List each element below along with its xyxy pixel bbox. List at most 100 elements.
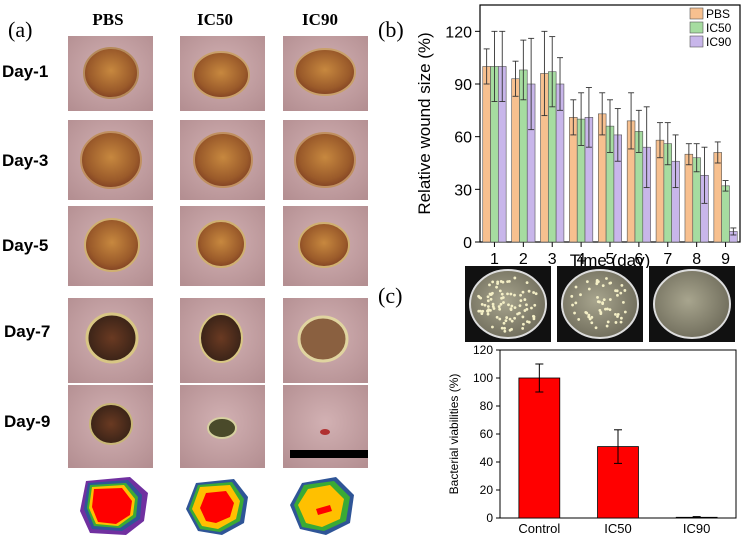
legend-swatch-ic90: [689, 35, 704, 48]
bacterial-colony: [579, 293, 582, 297]
row-label-day-3: Day-3: [2, 151, 49, 170]
bacterial-colony: [521, 315, 525, 319]
y-tick-label: 100: [473, 371, 493, 385]
legend-label-ic50: IC50: [706, 21, 732, 35]
bacterial-colony: [519, 299, 523, 303]
bacterial-colony: [574, 285, 578, 289]
bacterial-colony: [509, 292, 513, 296]
bacterial-colony: [587, 287, 591, 291]
bacterial-colony: [488, 292, 492, 296]
bacterial-colony: [519, 293, 522, 297]
bacterial-colony: [507, 303, 510, 307]
trace-pbs: [80, 477, 148, 535]
trace-ic90: [290, 477, 354, 535]
bacterial-colony: [513, 276, 517, 280]
photo-ic50-day-7: [180, 298, 265, 383]
bacterial-colony: [619, 291, 623, 295]
bacterial-colony: [605, 324, 609, 328]
bacterial-colony: [525, 303, 528, 307]
bacterial-colony: [502, 301, 505, 304]
x-tick-label: 5: [606, 251, 615, 268]
y-axis-label: Relative wound size (%): [415, 32, 434, 214]
bacterial-colony: [488, 283, 491, 287]
legend-swatch-pbs: [689, 7, 704, 20]
bacterial-colony: [510, 327, 513, 331]
bacterial-colony: [502, 321, 506, 325]
bacterial-colony: [500, 326, 504, 330]
photo-ic50-day-3: [180, 120, 265, 200]
bacterial-colony: [587, 313, 591, 317]
x-tick-label: 6: [634, 251, 643, 268]
bacterial-colony: [505, 316, 509, 319]
bacterial-viability-chart: 0 20 40 60 80 100 120 Control IC50 IC90 Bacterial …: [447, 343, 737, 536]
bacterial-colony: [498, 289, 502, 293]
bacterial-colony: [491, 325, 494, 329]
bacterial-colony: [500, 292, 504, 296]
x-tick-label: 4: [577, 251, 586, 268]
y-tick-label: 80: [480, 399, 494, 413]
bacterial-colony: [614, 289, 617, 293]
photo-ic90-day-3: [283, 120, 368, 200]
bacterial-colony: [495, 315, 499, 319]
bacterial-colony: [616, 315, 619, 318]
bacterial-colony: [477, 309, 481, 313]
x-tick-label: 3: [548, 251, 557, 268]
bacterial-colony: [590, 321, 594, 325]
bacterial-colony: [521, 326, 525, 330]
x-tick-label: Control: [518, 521, 560, 536]
bacterial-colony: [595, 282, 599, 286]
x-tick-label: 2: [519, 251, 528, 268]
y-tick-label: 90: [454, 77, 472, 94]
plate-ic50: [557, 266, 643, 342]
column-header-pbs: PBS: [92, 10, 124, 29]
bacterial-colony: [498, 307, 502, 311]
photo-ic90-day-7: [283, 298, 368, 383]
bacterial-colony: [530, 306, 533, 310]
x-tick-label: IC90: [683, 521, 710, 536]
photo-pbs-day-7: [68, 298, 153, 383]
bacterial-colony: [601, 301, 604, 305]
plate-control: [465, 266, 551, 342]
wound-size-chart: 0 30 60 90 120 1 2 3 4 5 6 7 8 9 Time (day) Relative wo…: [415, 4, 741, 268]
bacterial-colony: [523, 309, 527, 312]
bacterial-colony: [585, 311, 589, 315]
bacterial-colony: [571, 303, 574, 307]
bacterial-colony: [621, 300, 625, 304]
y-tick-label: 60: [454, 130, 472, 147]
bacterial-colony: [486, 305, 490, 308]
bacterial-colony: [516, 312, 519, 316]
x-tick-label: IC50: [604, 521, 631, 536]
bacterial-colony: [503, 329, 507, 333]
trace-ic50: [186, 479, 248, 535]
bacterial-colony: [608, 281, 612, 285]
bacterial-colony: [477, 294, 480, 298]
photo-ic90-day-5: [283, 206, 368, 286]
legend-label-ic90: IC90: [706, 35, 732, 49]
bacterial-colony: [489, 308, 492, 312]
legend-swatch-ic50: [689, 21, 704, 34]
bacterial-colony: [525, 307, 529, 311]
bacterial-colony: [504, 319, 508, 323]
bacterial-colony: [608, 298, 612, 301]
bacterial-colony: [513, 306, 517, 310]
bacterial-colony: [486, 312, 490, 316]
bacterial-colony: [601, 284, 605, 287]
bacterial-colony: [501, 280, 505, 284]
bacterial-colony: [497, 305, 501, 308]
bacterial-colony: [506, 292, 509, 296]
bacterial-colony: [509, 307, 513, 311]
row-label-day-9: Day-9: [4, 412, 51, 431]
bacterial-colony: [534, 292, 538, 296]
bacterial-colony: [532, 314, 535, 318]
row-label-day-7: Day-7: [4, 322, 51, 341]
plate-ic90: [649, 266, 735, 342]
bacterial-colony: [510, 319, 514, 323]
bacterial-colony: [574, 301, 578, 305]
bacterial-colony: [532, 317, 536, 321]
bacterial-colony: [614, 321, 618, 324]
bacterial-colony: [489, 297, 493, 301]
bar-control: [518, 377, 561, 519]
x-tick-label: 7: [663, 251, 672, 268]
bacterial-colony: [508, 317, 512, 321]
column-header-ic50: IC50: [197, 10, 233, 29]
